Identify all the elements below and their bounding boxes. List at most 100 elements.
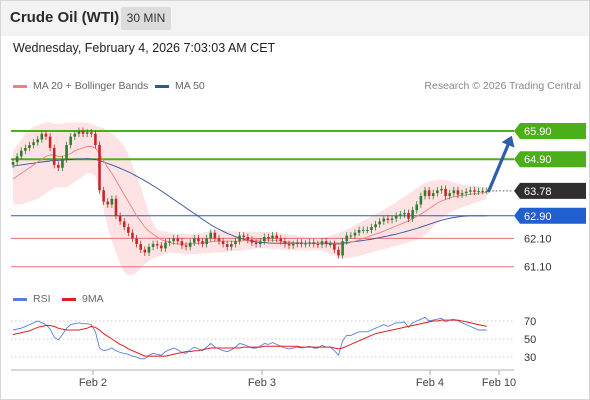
ma20-line <box>12 146 487 246</box>
candle-body <box>52 147 56 165</box>
candle-body <box>283 241 287 245</box>
candle-body <box>316 244 320 246</box>
candle-body <box>118 215 122 222</box>
candle-body <box>32 142 35 146</box>
candle-body <box>11 162 15 165</box>
forecast-arrow-icon <box>487 143 510 193</box>
timestamp: Wednesday, February 4, 2026 7:03:03 AM C… <box>13 41 276 55</box>
candle-body <box>102 190 105 202</box>
candle-body <box>267 236 270 239</box>
x-label-feb-4: Feb 4 <box>416 377 444 389</box>
candle-body <box>394 215 398 219</box>
level-tag-64.90 <box>514 151 586 168</box>
candle-body <box>15 156 19 163</box>
candle-body <box>374 224 377 228</box>
candle-body <box>36 139 40 143</box>
candle-body <box>366 229 369 231</box>
candle-body <box>337 249 340 256</box>
candle-body <box>460 193 464 195</box>
candle-body <box>398 214 402 216</box>
candle-body <box>300 242 303 245</box>
candle-body <box>345 235 349 242</box>
x-label-feb-3: Feb 3 <box>248 377 276 389</box>
candle-body <box>57 164 60 168</box>
candle-body <box>217 238 221 242</box>
candle-body <box>304 243 307 245</box>
forecast-arrowhead-icon <box>501 135 515 148</box>
candle-body <box>481 190 484 192</box>
legend-ma20: MA 20 + Bollinger Bands <box>13 80 148 92</box>
level-label-61.10: 61.10 <box>524 262 552 274</box>
rsi-tick-50: 50 <box>524 334 536 346</box>
candle-body <box>279 238 283 242</box>
candle-body <box>287 244 291 246</box>
rsi-line <box>12 316 487 360</box>
level-tag-63.78 <box>514 182 586 199</box>
candle-body <box>205 238 208 245</box>
candle-body <box>328 244 332 246</box>
rsi-ma-label: 9MA <box>82 293 104 305</box>
candle-body <box>143 249 147 253</box>
candle-body <box>221 241 225 245</box>
candle-body <box>172 238 175 242</box>
candle-body <box>147 246 151 253</box>
candle-body <box>436 190 439 194</box>
candle-body <box>139 244 143 250</box>
candle-body <box>106 201 110 205</box>
ma20-label: MA 20 + Bollinger Bands <box>33 80 149 92</box>
level-label-62.90: 62.90 <box>524 211 552 223</box>
candle-body <box>407 212 410 219</box>
candle-body <box>225 244 229 247</box>
candle-body <box>213 232 217 239</box>
bollinger-band-area <box>13 122 487 276</box>
candle-body <box>110 198 114 205</box>
candle-body <box>94 133 97 146</box>
candle-body <box>73 133 77 137</box>
ma50-label: MA 50 <box>175 80 205 92</box>
rsi-ma-line <box>12 319 487 357</box>
candle-body <box>411 210 414 219</box>
candle-body <box>403 212 406 215</box>
x-label-feb-10: Feb 10 <box>482 377 516 389</box>
candle-body <box>423 190 427 196</box>
candle-body <box>230 244 233 247</box>
candle-body <box>180 241 184 246</box>
candle-body <box>98 145 101 191</box>
candle-body <box>427 190 431 196</box>
instrument-title: Crude Oil (WTI) <box>10 9 120 26</box>
candle-body <box>275 235 278 239</box>
candle-body <box>40 133 44 140</box>
candle-body <box>464 191 468 194</box>
header-bar <box>0 0 590 36</box>
level-tag-62.90 <box>514 207 586 224</box>
candle-body <box>131 232 134 239</box>
level-label-65.90: 65.90 <box>524 126 552 138</box>
candle-body <box>48 136 52 148</box>
candle-body <box>382 218 386 222</box>
candle-body <box>378 221 381 225</box>
candle-body <box>61 159 64 168</box>
candle-body <box>444 188 447 196</box>
candle-body <box>258 241 262 245</box>
candle-body <box>114 198 118 216</box>
interval-button[interactable]: 30 MIN <box>121 7 171 30</box>
candle-body <box>361 229 365 231</box>
candle-body <box>176 238 180 242</box>
rsi-tick-30: 30 <box>524 352 536 364</box>
candle-body <box>448 193 452 196</box>
candle-body <box>44 133 48 137</box>
candle-body <box>184 245 188 247</box>
rsi-tick-70: 70 <box>524 316 536 328</box>
candle-body <box>324 241 328 245</box>
level-label-62.10: 62.10 <box>524 233 552 245</box>
candle-body <box>69 136 72 146</box>
candle-body <box>353 232 357 236</box>
candle-body <box>155 244 159 246</box>
candle-body <box>19 150 23 157</box>
candle-body <box>431 193 435 196</box>
candle-body <box>341 241 344 256</box>
candle-body <box>28 145 31 148</box>
candle-body <box>370 227 373 230</box>
candle-body <box>386 218 390 221</box>
